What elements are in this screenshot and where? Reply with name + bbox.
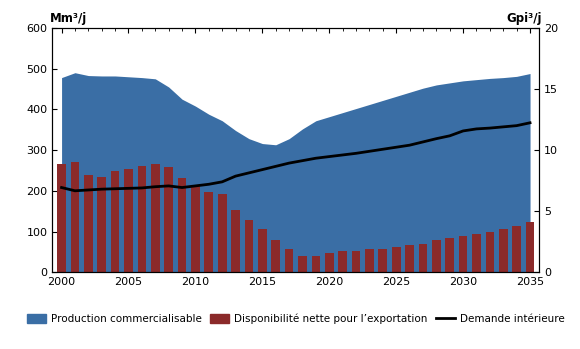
Bar xyxy=(164,167,173,272)
Bar xyxy=(405,245,414,272)
Bar xyxy=(271,240,280,272)
Bar xyxy=(97,177,106,272)
Bar xyxy=(512,226,521,272)
Bar xyxy=(325,253,333,272)
Bar xyxy=(392,246,401,272)
Bar xyxy=(285,250,293,272)
Bar xyxy=(432,240,441,272)
Bar xyxy=(499,229,508,272)
Bar xyxy=(124,169,133,272)
Bar xyxy=(298,256,307,272)
Text: Gpi³/j: Gpi³/j xyxy=(506,13,542,25)
Bar xyxy=(351,251,360,272)
Bar xyxy=(485,232,494,272)
Bar xyxy=(151,164,160,272)
Bar xyxy=(379,248,387,272)
Bar xyxy=(111,171,119,272)
Bar xyxy=(459,236,467,272)
Bar xyxy=(205,192,213,272)
Bar xyxy=(57,164,66,272)
Bar xyxy=(71,162,79,272)
Bar xyxy=(231,210,240,272)
Bar xyxy=(191,186,200,272)
Bar xyxy=(338,251,347,272)
Legend: Production commercialisable, Disponibilité nette pour l’exportation, Demande int: Production commercialisable, Disponibili… xyxy=(23,309,569,328)
Bar xyxy=(472,235,481,272)
Bar xyxy=(245,220,253,272)
Text: Mm³/j: Mm³/j xyxy=(50,13,87,25)
Bar xyxy=(445,238,454,272)
Bar xyxy=(311,256,320,272)
Bar xyxy=(218,194,227,272)
Bar xyxy=(137,166,146,272)
Bar xyxy=(258,230,267,272)
Bar xyxy=(177,178,186,272)
Bar xyxy=(525,222,534,272)
Bar xyxy=(365,250,374,272)
Bar xyxy=(84,174,93,272)
Bar xyxy=(419,244,427,272)
